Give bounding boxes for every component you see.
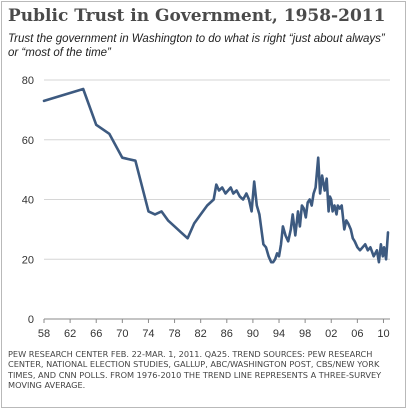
x-tick-label: 06 bbox=[351, 328, 363, 340]
x-tick-label: 70 bbox=[116, 328, 128, 340]
series-layer bbox=[42, 87, 390, 264]
y-tick-label: 80 bbox=[22, 75, 34, 87]
y-tick-label: 20 bbox=[22, 254, 34, 266]
chart-subtitle: Trust the government in Washington to do… bbox=[8, 33, 385, 59]
x-tick-label: 86 bbox=[221, 328, 233, 340]
y-axis-ticks: 0 20 40 60 80 bbox=[22, 75, 34, 326]
x-tick-label: 58 bbox=[38, 328, 50, 340]
x-tick-label: 78 bbox=[168, 328, 180, 340]
x-tick-label: 10 bbox=[377, 328, 389, 340]
x-tick-label: 90 bbox=[247, 328, 259, 340]
x-tick-label: 62 bbox=[64, 328, 76, 340]
y-tick-label: 40 bbox=[22, 195, 34, 207]
source-note-rest: From 1976-2010 the trend line represents… bbox=[8, 369, 382, 391]
x-tick-label: 82 bbox=[195, 328, 207, 340]
x-tick-label: 66 bbox=[90, 328, 102, 340]
source-note-upper: Pew Research Center Feb. 22-Mar. 1, 2011… bbox=[8, 349, 380, 380]
y-tick-label: 60 bbox=[22, 135, 34, 147]
chart-title: Public Trust in Government, 1958-2011 bbox=[8, 6, 386, 26]
gridlines bbox=[44, 79, 390, 260]
trust-series-line bbox=[42, 87, 390, 264]
y-tick-label: 0 bbox=[28, 314, 34, 326]
x-axis-ticks: 58 62 66 70 74 78 82 86 90 94 98 02 06 10 bbox=[38, 319, 390, 340]
source-note: Pew Research Center Feb. 22-Mar. 1, 2011… bbox=[8, 349, 402, 391]
x-tick-label: 94 bbox=[273, 328, 285, 340]
x-tick-label: 02 bbox=[325, 328, 337, 340]
x-tick-label: 74 bbox=[142, 328, 154, 340]
x-tick-label: 98 bbox=[299, 328, 311, 340]
